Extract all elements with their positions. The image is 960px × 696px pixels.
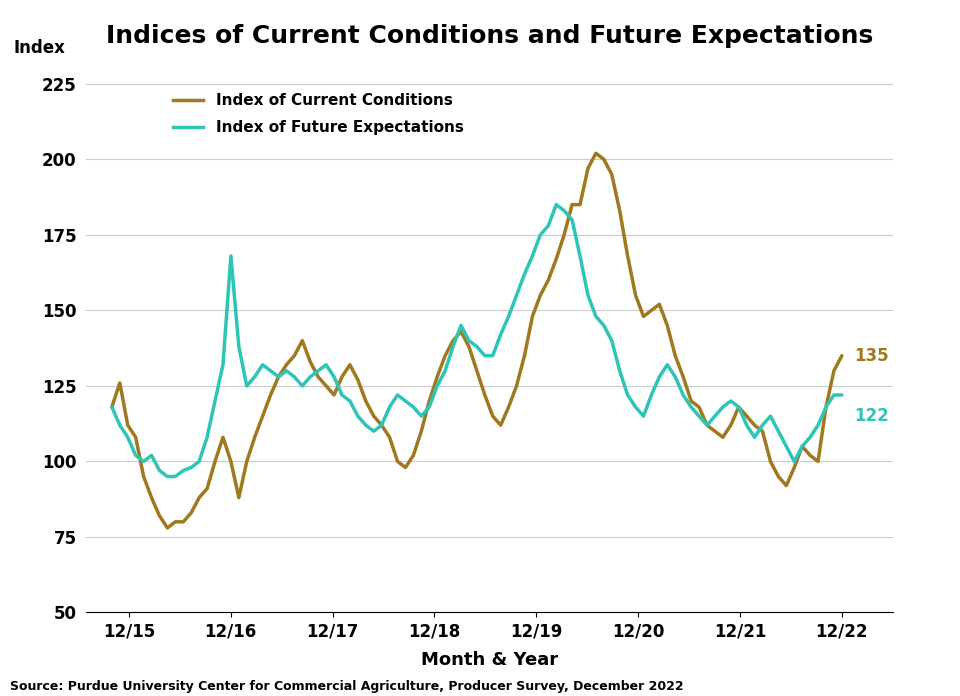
Text: 122: 122 [854,407,889,425]
Text: Source: Purdue University Center for Commercial Agriculture, Producer Survey, De: Source: Purdue University Center for Com… [10,679,684,693]
Title: Indices of Current Conditions and Future Expectations: Indices of Current Conditions and Future… [106,24,874,48]
Legend: Index of Current Conditions, Index of Future Expectations: Index of Current Conditions, Index of Fu… [167,87,469,141]
Text: 135: 135 [854,347,889,365]
Text: Index: Index [13,39,65,57]
X-axis label: Month & Year: Month & Year [421,651,558,670]
